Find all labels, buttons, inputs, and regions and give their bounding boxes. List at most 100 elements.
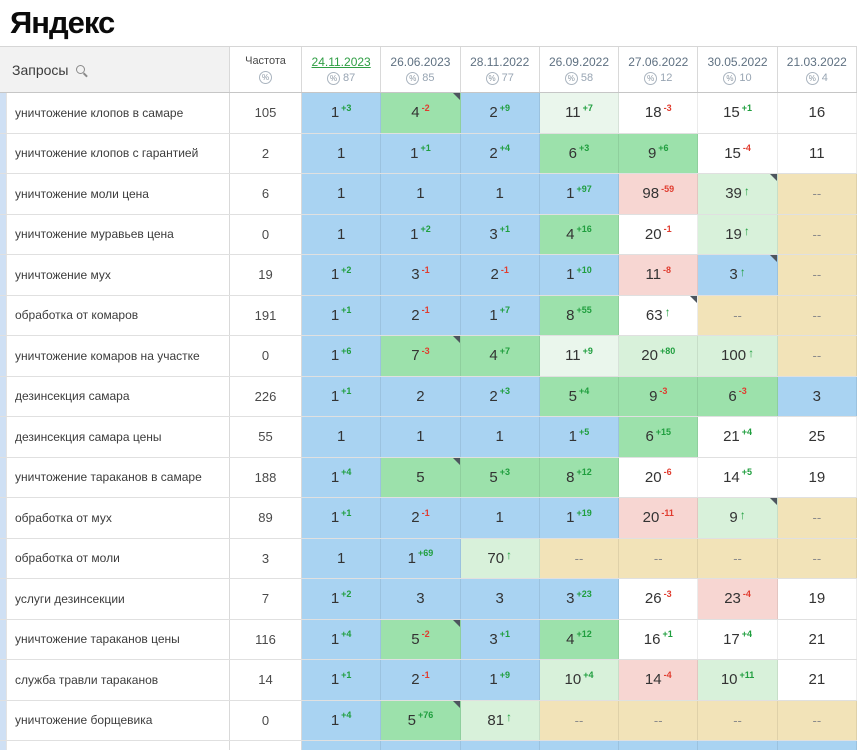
query-cell[interactable]: обработка от моли: [7, 538, 230, 578]
position-cell[interactable]: 2 -1: [381, 498, 461, 538]
position-cell[interactable]: 3: [381, 579, 461, 619]
position-cell[interactable]: [619, 741, 699, 750]
position-cell[interactable]: 1 +97: [539, 174, 620, 214]
date-column-header[interactable]: 26.06.2023 85: [381, 47, 461, 92]
position-cell[interactable]: 1: [302, 214, 382, 254]
query-cell[interactable]: уничтожение мух: [7, 255, 230, 295]
position-cell[interactable]: --: [619, 538, 699, 578]
date-column-header[interactable]: 21.03.2022 4: [778, 47, 857, 92]
position-cell[interactable]: 1 +19: [539, 498, 620, 538]
position-cell[interactable]: 10 +11: [698, 660, 778, 700]
position-cell[interactable]: 1 +2: [302, 255, 382, 295]
position-cell[interactable]: 2 -1: [460, 255, 540, 295]
position-cell[interactable]: 2 +9: [460, 93, 540, 133]
position-cell[interactable]: 21: [777, 660, 857, 700]
position-cell[interactable]: 19: [777, 579, 857, 619]
position-cell[interactable]: --: [777, 700, 857, 740]
position-cell[interactable]: 1: [381, 417, 461, 457]
query-cell[interactable]: уничтожение муравьев цена: [7, 214, 230, 254]
position-cell[interactable]: [460, 741, 540, 750]
position-cell[interactable]: 5 +4: [539, 376, 620, 416]
position-cell[interactable]: 1 +4: [302, 457, 382, 497]
position-cell[interactable]: 70 ↑: [460, 538, 540, 578]
position-cell[interactable]: 1 +10: [539, 255, 620, 295]
position-cell[interactable]: 6 +3: [539, 133, 620, 173]
position-cell[interactable]: [381, 741, 461, 750]
query-cell[interactable]: [7, 741, 230, 750]
position-cell[interactable]: 1 +1: [302, 376, 382, 416]
position-cell[interactable]: --: [777, 498, 857, 538]
position-cell[interactable]: 17 +4: [698, 619, 778, 659]
position-cell[interactable]: --: [539, 538, 620, 578]
position-cell[interactable]: 63 ↑: [619, 295, 699, 335]
position-cell[interactable]: 5: [381, 457, 461, 497]
date-column-header[interactable]: 28.11.2022 77: [461, 47, 540, 92]
position-cell[interactable]: --: [777, 174, 857, 214]
position-cell[interactable]: --: [698, 700, 778, 740]
position-cell[interactable]: --: [698, 295, 778, 335]
position-cell[interactable]: 20 +80: [619, 336, 699, 376]
frequency-column-header[interactable]: Частота: [230, 47, 302, 92]
query-cell[interactable]: уничтожение клопов с гарантией: [7, 133, 230, 173]
position-cell[interactable]: 98 -59: [619, 174, 699, 214]
position-cell[interactable]: 4 +16: [539, 214, 620, 254]
position-cell[interactable]: 1: [460, 417, 540, 457]
position-cell[interactable]: 3 +1: [460, 214, 540, 254]
query-cell[interactable]: уничтожение борщевика: [7, 700, 230, 740]
query-cell[interactable]: уничтожение клопов в самаре: [7, 93, 230, 133]
query-cell[interactable]: служба травли тараканов: [7, 660, 230, 700]
position-cell[interactable]: 1 +1: [302, 660, 382, 700]
position-cell[interactable]: 4 +12: [539, 619, 620, 659]
position-cell[interactable]: 23 -4: [698, 579, 778, 619]
search-icon[interactable]: [76, 65, 86, 74]
position-cell[interactable]: 26 -3: [619, 579, 699, 619]
position-cell[interactable]: 8 +55: [539, 295, 620, 335]
position-cell[interactable]: 2: [381, 376, 461, 416]
position-cell[interactable]: [698, 741, 778, 750]
query-cell[interactable]: уничтожение тараканов в самаре: [7, 457, 230, 497]
position-cell[interactable]: 3 -1: [381, 255, 461, 295]
position-cell[interactable]: 11: [777, 133, 857, 173]
query-cell[interactable]: услуги дезинсекции: [7, 579, 230, 619]
position-cell[interactable]: 9 -3: [619, 376, 699, 416]
position-cell[interactable]: 14 -4: [619, 660, 699, 700]
position-cell[interactable]: 1 +4: [302, 700, 382, 740]
position-cell[interactable]: --: [777, 255, 857, 295]
position-cell[interactable]: 39 ↑: [698, 174, 778, 214]
query-cell[interactable]: обработка от комаров: [7, 295, 230, 335]
date-column-header[interactable]: 26.09.2022 58: [540, 47, 620, 92]
position-cell[interactable]: 16: [777, 93, 857, 133]
position-cell[interactable]: 8 +12: [539, 457, 620, 497]
date-column-header[interactable]: 30.05.2022 10: [698, 47, 778, 92]
position-cell[interactable]: --: [619, 700, 699, 740]
position-cell[interactable]: 9 +6: [619, 133, 699, 173]
position-cell[interactable]: 1 +5: [539, 417, 620, 457]
position-cell[interactable]: 5 +3: [460, 457, 540, 497]
position-cell[interactable]: 1 +2: [381, 214, 461, 254]
position-cell[interactable]: 6 +15: [619, 417, 699, 457]
position-cell[interactable]: --: [539, 700, 620, 740]
position-cell[interactable]: 1: [460, 174, 540, 214]
position-cell[interactable]: 4 +7: [460, 336, 540, 376]
position-cell[interactable]: 3: [777, 376, 857, 416]
position-cell[interactable]: 1 +9: [460, 660, 540, 700]
position-cell[interactable]: 1 +4: [302, 619, 382, 659]
position-cell[interactable]: 2 +3: [460, 376, 540, 416]
position-cell[interactable]: 1: [302, 174, 382, 214]
position-cell[interactable]: 2 +4: [460, 133, 540, 173]
query-cell[interactable]: уничтожение моли цена: [7, 174, 230, 214]
date-label[interactable]: 24.11.2023: [311, 54, 371, 69]
position-cell[interactable]: 6 -3: [698, 376, 778, 416]
position-cell[interactable]: 7 -3: [381, 336, 461, 376]
position-cell[interactable]: 3 +23: [539, 579, 620, 619]
query-cell[interactable]: уничтожение комаров на участке: [7, 336, 230, 376]
position-cell[interactable]: 21 +4: [698, 417, 778, 457]
date-column-header[interactable]: 27.06.2022 12: [619, 47, 699, 92]
position-cell[interactable]: 18 -3: [619, 93, 699, 133]
position-cell[interactable]: 1 +1: [302, 498, 382, 538]
position-cell[interactable]: 19: [777, 457, 857, 497]
position-cell[interactable]: [302, 741, 382, 750]
position-cell[interactable]: 3 ↑: [698, 255, 778, 295]
position-cell[interactable]: 14 +5: [698, 457, 778, 497]
position-cell[interactable]: 1: [302, 133, 382, 173]
